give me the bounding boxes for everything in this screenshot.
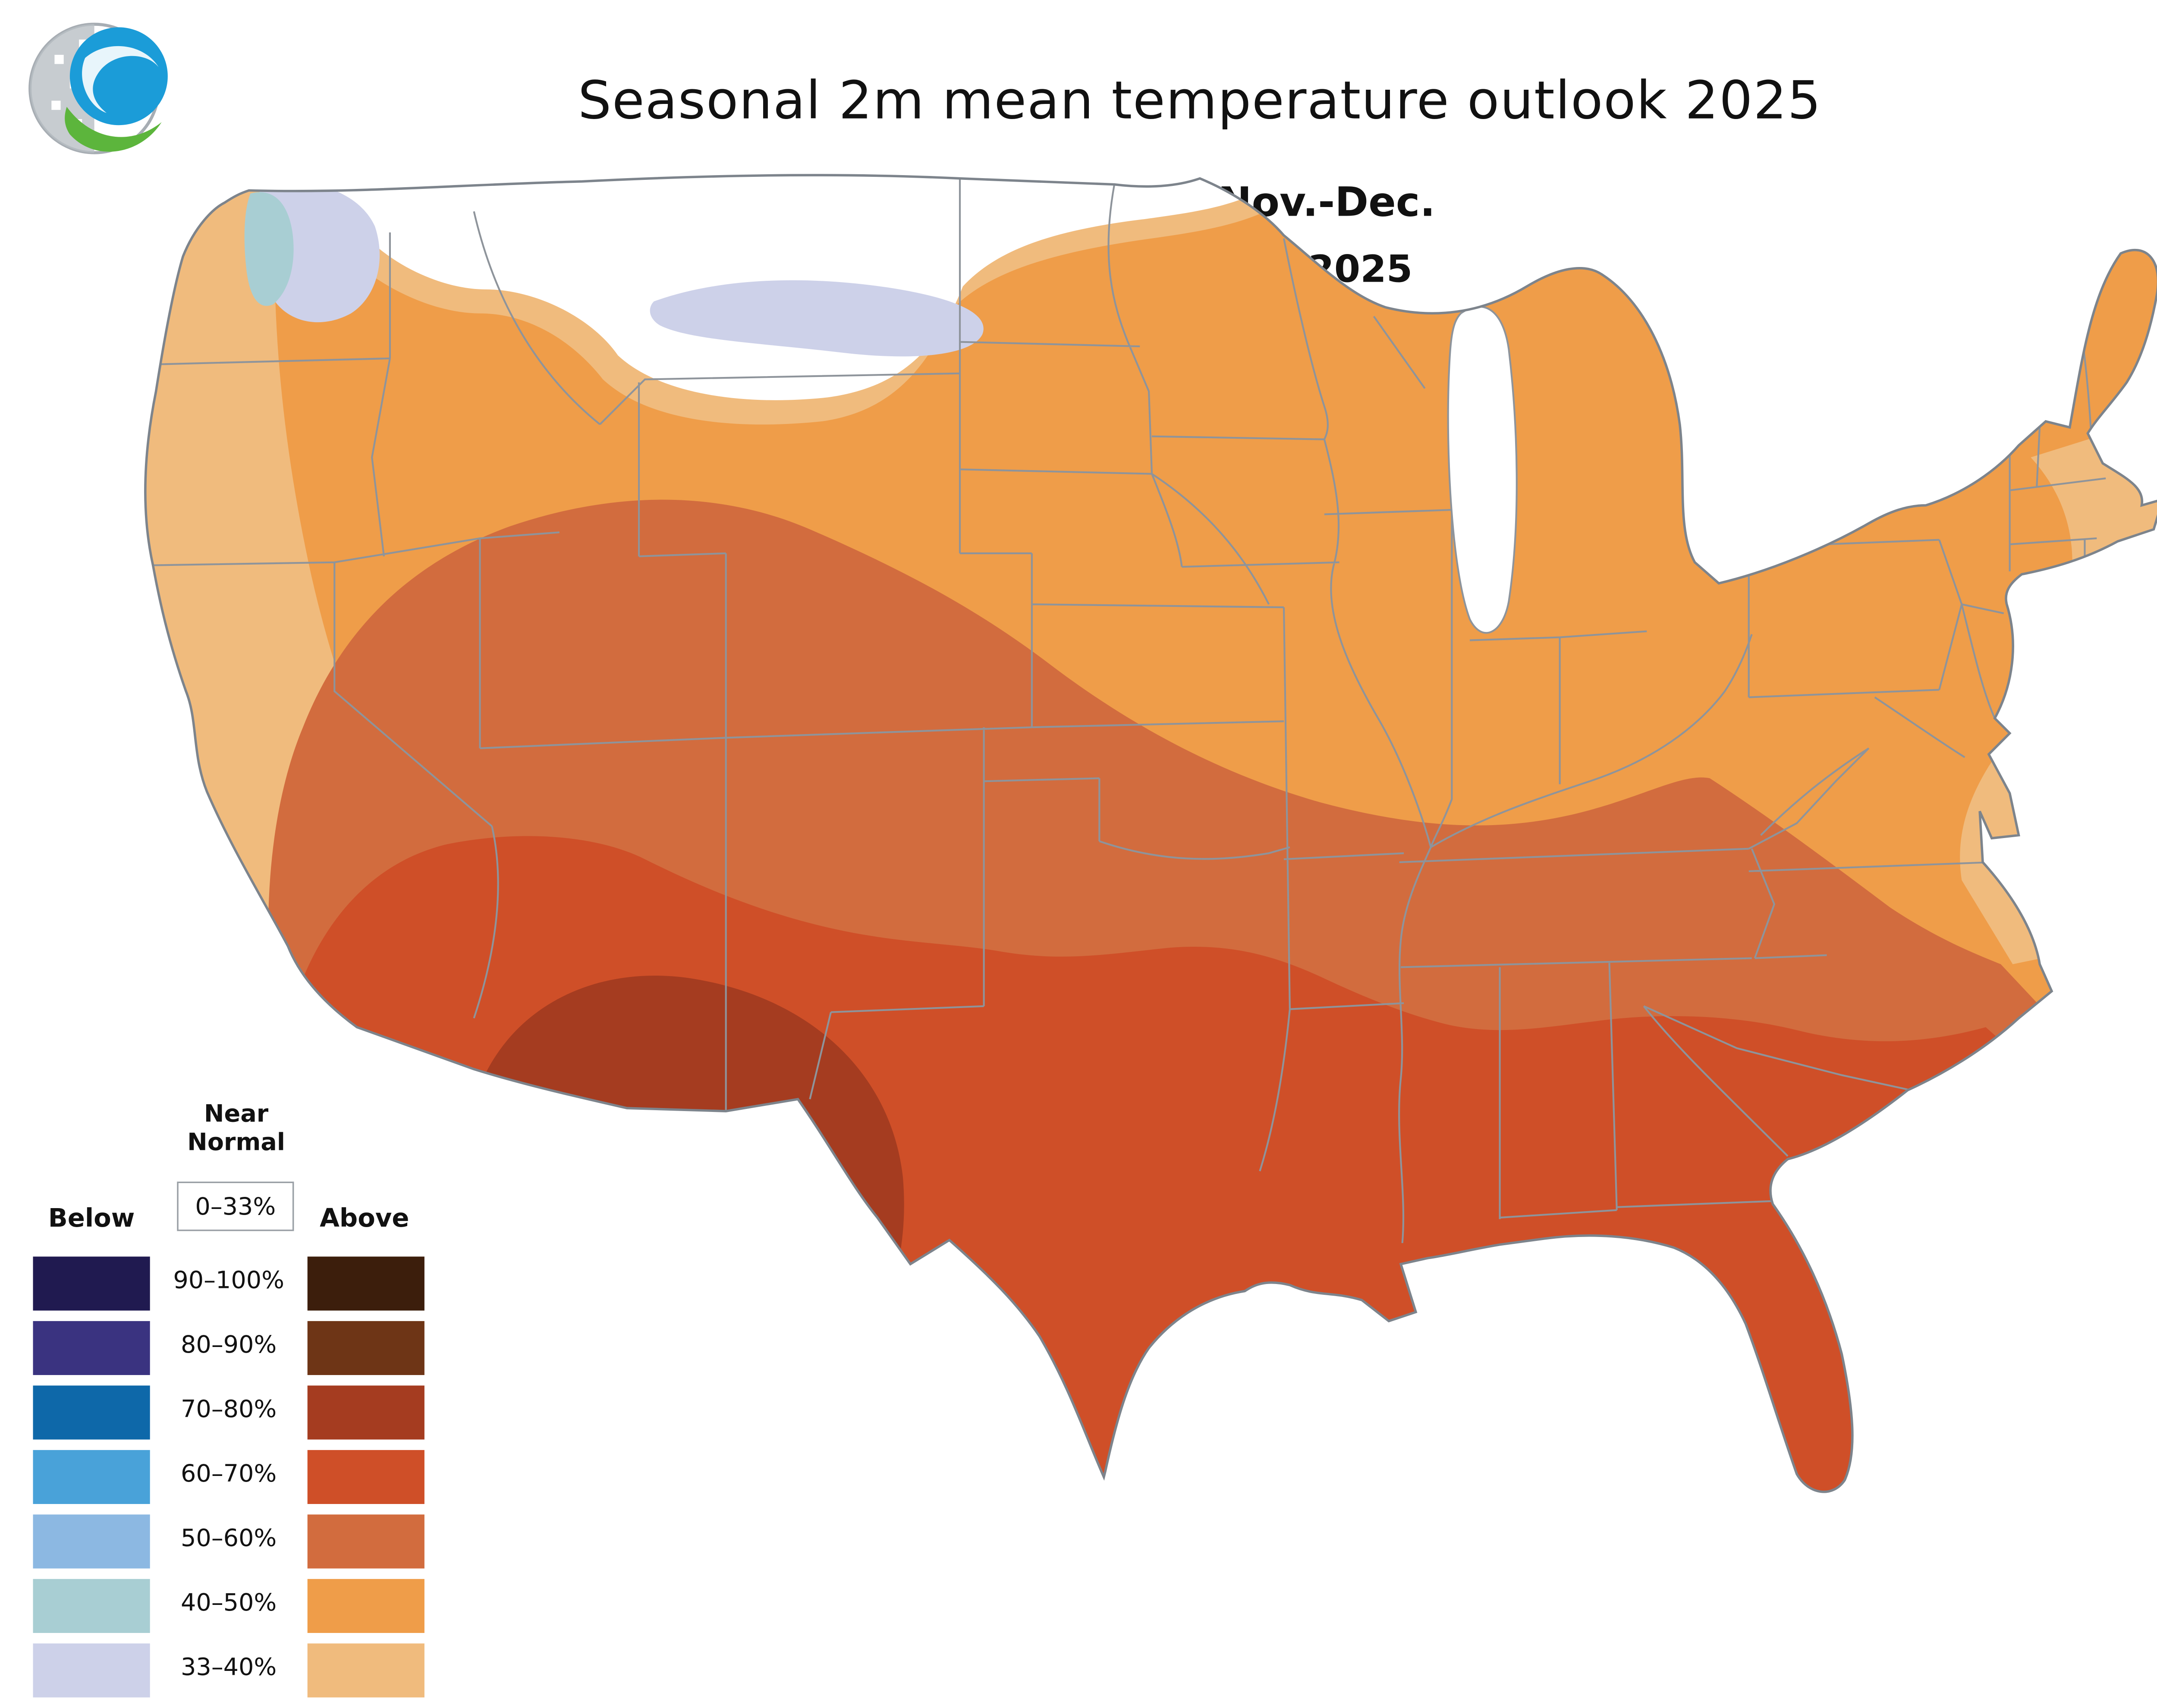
above-column-label: Above <box>320 1204 409 1234</box>
legend-row: 33–40% <box>33 1643 426 1708</box>
below-swatch <box>33 1450 150 1504</box>
legend-row: 50–60% <box>33 1514 426 1579</box>
above-swatch <box>307 1579 424 1633</box>
above-swatch <box>307 1450 424 1504</box>
legend-range-label: 70–80% <box>181 1394 277 1423</box>
near-normal-label: Near Normal <box>187 1099 285 1156</box>
legend-row: 70–80% <box>33 1385 426 1450</box>
below-swatch <box>33 1256 150 1311</box>
below-swatch <box>33 1385 150 1440</box>
page-title: Seasonal 2m mean temperature outlook 202… <box>578 72 1822 132</box>
region-below-33-40-montana-band <box>650 280 984 357</box>
us-outlook-map <box>144 174 2157 1493</box>
legend-row: 90–100% <box>33 1256 426 1321</box>
legend-range-label: 40–50% <box>181 1588 277 1617</box>
near-normal-swatch: 0–33% <box>177 1181 294 1231</box>
legend-range-label: 50–60% <box>181 1523 277 1552</box>
logo-swirl-icon <box>82 46 159 113</box>
above-swatch <box>307 1256 424 1311</box>
below-swatch <box>33 1579 150 1633</box>
logo-leaf-icon <box>65 107 162 152</box>
lake-michigan <box>1447 305 1518 634</box>
state-borders <box>150 175 2106 1243</box>
legend-range-label: 80–90% <box>181 1330 277 1359</box>
above-swatch <box>307 1385 424 1440</box>
legend-row: 60–70% <box>33 1450 426 1514</box>
above-swatch <box>307 1321 424 1375</box>
legend-range-label: 90–100% <box>173 1265 284 1294</box>
legend-rows: 90–100% 80–90% 70–80% 60–70% 50–60% <box>33 1256 426 1708</box>
legend-row: 80–90% <box>33 1321 426 1385</box>
organization-logo <box>28 22 168 154</box>
below-column-label: Below <box>48 1204 135 1234</box>
below-swatch <box>33 1321 150 1375</box>
legend-range-label: 33–40% <box>181 1652 277 1681</box>
above-swatch <box>307 1643 424 1698</box>
above-swatch <box>307 1514 424 1569</box>
legend-row: 40–50% <box>33 1579 426 1643</box>
us-outline <box>144 174 2157 1493</box>
below-swatch <box>33 1643 150 1698</box>
region-below-40-50-washington-coast <box>244 192 294 306</box>
below-swatch <box>33 1514 150 1569</box>
legend-range-label: 60–70% <box>181 1459 277 1488</box>
